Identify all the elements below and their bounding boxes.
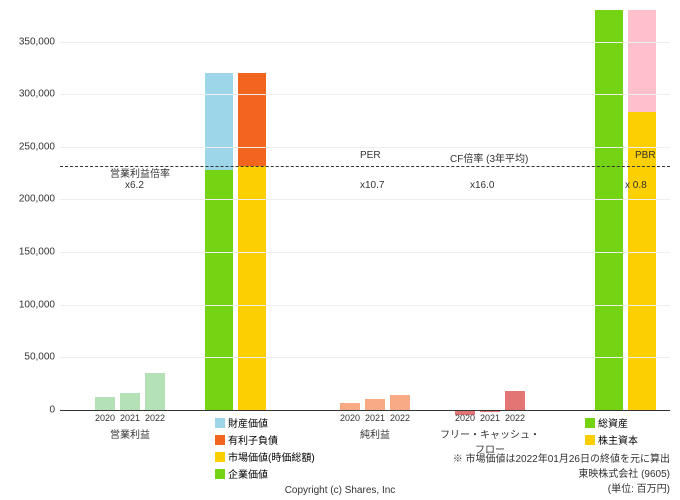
x-year-label: 2020 — [340, 413, 360, 423]
x-year-label: 2022 — [505, 413, 525, 423]
gridline — [60, 42, 670, 43]
x-year-label: 2021 — [480, 413, 500, 423]
x-year-label: 2021 — [365, 413, 385, 423]
ratio-value: x16.0 — [470, 180, 494, 191]
ratio-value: x10.7 — [360, 180, 384, 191]
gridline — [60, 357, 670, 358]
legend-swatch — [215, 452, 225, 462]
x-axis-line — [60, 410, 670, 411]
y-tick-label: 300,000 — [19, 89, 55, 100]
x-year-label: 2020 — [455, 413, 475, 423]
ratio-value: x 0.8 — [625, 180, 647, 191]
bar — [95, 397, 115, 410]
bar — [365, 399, 385, 410]
gridline — [60, 147, 670, 148]
gridline — [60, 199, 670, 200]
y-tick-label: 50,000 — [24, 352, 55, 363]
y-tick-label: 200,000 — [19, 194, 55, 205]
group-label: 純利益 — [360, 426, 390, 441]
bar — [595, 10, 623, 410]
gridline — [60, 94, 670, 95]
legend-label: 総資産 — [598, 415, 628, 430]
ratio-title: CF倍率 (3年平均) — [450, 150, 528, 165]
legend-label: 株主資本 — [598, 432, 638, 447]
y-tick-label: 100,000 — [19, 299, 55, 310]
legend-item: 市場価値(時価総額) — [215, 449, 315, 464]
bar — [205, 170, 233, 410]
legend-item: 財産価値 — [215, 415, 315, 430]
bar — [145, 373, 165, 410]
footnote-text: ※ 市場価値は2022年01月26日の終値を元に算出 — [453, 450, 670, 465]
legend-block: 財産価値有利子負債市場価値(時価総額) 企業価値 — [215, 415, 315, 483]
bar — [238, 166, 266, 410]
legend-swatch — [215, 418, 225, 428]
legend-item: 企業価値 — [215, 466, 315, 481]
bar — [340, 403, 360, 410]
gridline — [60, 252, 670, 253]
y-tick-label: 0 — [49, 405, 55, 416]
legend-swatch — [215, 469, 225, 479]
ratio-title: PER — [360, 150, 381, 161]
copyright-text: Copyright (c) Shares, Inc — [0, 485, 680, 496]
legend-item: 総資産 — [585, 415, 638, 430]
y-tick-label: 150,000 — [19, 247, 55, 258]
legend-block: 総資産株主資本 — [585, 415, 638, 449]
x-year-label: 2021 — [120, 413, 140, 423]
y-tick-label: 350,000 — [19, 36, 55, 47]
x-year-label: 2020 — [95, 413, 115, 423]
chart-plot-area — [60, 10, 670, 410]
company-text: 東映株式会社 (9605) — [453, 465, 670, 480]
gridline — [60, 305, 670, 306]
legend-label: 市場価値(時価総額) — [228, 449, 315, 464]
x-year-label: 2022 — [145, 413, 165, 423]
legend-item: 株主資本 — [585, 432, 638, 447]
y-axis: 050,000100,000150,000200,000250,000300,0… — [0, 10, 60, 410]
legend-item: 有利子負債 — [215, 432, 315, 447]
bar — [390, 395, 410, 410]
legend-label: 有利子負債 — [228, 432, 278, 447]
group-label: 営業利益 — [110, 426, 150, 441]
y-tick-label: 250,000 — [19, 141, 55, 152]
x-year-label: 2022 — [390, 413, 410, 423]
ratio-value: x6.2 — [125, 180, 144, 191]
legend-label: 企業価値 — [228, 466, 268, 481]
legend-label: 財産価値 — [228, 415, 268, 430]
legend-swatch — [215, 435, 225, 445]
bar — [120, 393, 140, 410]
bar — [505, 391, 525, 410]
ratio-title: PBR — [635, 150, 656, 161]
legend-swatch — [585, 435, 595, 445]
ratio-title: 営業利益倍率 — [110, 165, 170, 180]
legend-swatch — [585, 418, 595, 428]
